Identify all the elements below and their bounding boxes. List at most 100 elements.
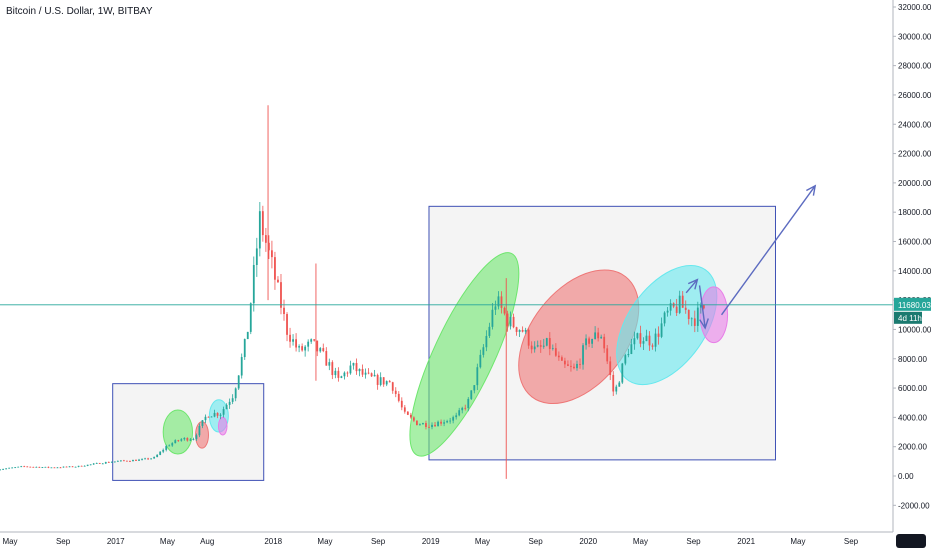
candle-body[interactable]: [123, 460, 125, 462]
candle-body[interactable]: [298, 346, 301, 348]
candle-body[interactable]: [666, 310, 669, 313]
candle-body[interactable]: [135, 459, 137, 461]
ellipse-pink[interactable]: [699, 286, 729, 344]
candle-body[interactable]: [530, 345, 533, 350]
candle-body[interactable]: [171, 443, 174, 446]
candle-body[interactable]: [113, 461, 116, 463]
candle-body[interactable]: [455, 415, 458, 418]
candle-body[interactable]: [521, 330, 524, 332]
candle-body[interactable]: [630, 344, 633, 354]
candle-body[interactable]: [213, 412, 216, 417]
candle-body[interactable]: [379, 377, 382, 385]
time-axis[interactable]: [0, 532, 893, 550]
candle-body[interactable]: [180, 439, 183, 441]
candle-body[interactable]: [603, 336, 606, 349]
trend-arrow[interactable]: [685, 279, 698, 294]
candle-body[interactable]: [174, 440, 177, 444]
candle-body[interactable]: [509, 316, 512, 327]
candle-body[interactable]: [419, 424, 421, 426]
candle-body[interactable]: [506, 313, 509, 327]
candle-body[interactable]: [576, 363, 578, 369]
candle-body[interactable]: [17, 466, 20, 468]
candle-body[interactable]: [243, 339, 246, 358]
candle-body[interactable]: [494, 306, 497, 310]
candle-body[interactable]: [252, 264, 255, 304]
candle-body[interactable]: [147, 458, 149, 460]
candle-body[interactable]: [403, 407, 406, 412]
candle-body[interactable]: [573, 366, 575, 369]
candle-body[interactable]: [204, 416, 207, 421]
candle-body[interactable]: [295, 339, 297, 348]
candle-body[interactable]: [144, 458, 146, 460]
candle-body[interactable]: [71, 466, 74, 468]
candle-body[interactable]: [264, 235, 267, 243]
candle-body[interactable]: [234, 388, 237, 399]
candle-body[interactable]: [210, 416, 213, 418]
candle-body[interactable]: [488, 326, 491, 336]
candle-body[interactable]: [624, 355, 627, 364]
candle-body[interactable]: [240, 357, 243, 376]
candle-body[interactable]: [527, 329, 530, 346]
candle-body[interactable]: [428, 426, 430, 428]
candle-body[interactable]: [409, 414, 412, 418]
candle-body[interactable]: [678, 295, 681, 313]
candle-body[interactable]: [621, 363, 624, 383]
candle-body[interactable]: [292, 339, 294, 342]
candle-body[interactable]: [14, 467, 17, 469]
candle-body[interactable]: [663, 312, 666, 324]
candle-body[interactable]: [228, 401, 231, 405]
candle-body[interactable]: [524, 329, 527, 332]
candle-body[interactable]: [246, 331, 249, 340]
candle-body[interactable]: [189, 439, 192, 441]
candle-body[interactable]: [68, 466, 71, 468]
candle-body[interactable]: [313, 339, 316, 341]
candle-body[interactable]: [373, 374, 376, 377]
candle-body[interactable]: [400, 400, 403, 408]
candle-body[interactable]: [237, 375, 240, 389]
candle-body[interactable]: [8, 467, 11, 469]
candle-body[interactable]: [50, 467, 53, 469]
candle-body[interactable]: [648, 335, 651, 346]
candle-body[interactable]: [497, 296, 500, 307]
candle-body[interactable]: [132, 459, 134, 462]
candle-body[interactable]: [162, 449, 165, 452]
candle-body[interactable]: [388, 381, 391, 383]
candle-body[interactable]: [687, 309, 690, 320]
candle-body[interactable]: [443, 422, 445, 424]
candle-body[interactable]: [349, 365, 352, 374]
candle-body[interactable]: [334, 370, 337, 376]
candle-body[interactable]: [301, 346, 304, 351]
ellipse-red[interactable]: [494, 247, 663, 426]
candle-body[interactable]: [536, 345, 539, 347]
candle-body[interactable]: [500, 296, 503, 308]
candle-body[interactable]: [440, 421, 442, 424]
candle-body[interactable]: [186, 437, 189, 441]
candle-body[interactable]: [101, 463, 104, 465]
candle-body[interactable]: [92, 463, 95, 465]
candle-body[interactable]: [2, 469, 5, 470]
candle-body[interactable]: [319, 348, 322, 352]
candle-body[interactable]: [382, 377, 385, 385]
candle-body[interactable]: [591, 339, 594, 344]
candle-body[interactable]: [249, 303, 252, 332]
candle-body[interactable]: [437, 421, 439, 427]
candle-body[interactable]: [406, 411, 409, 415]
candle-body[interactable]: [681, 295, 684, 308]
candle-body[interactable]: [150, 458, 153, 460]
candle-body[interactable]: [83, 465, 86, 467]
candle-body[interactable]: [201, 420, 204, 426]
candle-body[interactable]: [138, 459, 140, 461]
candle-body[interactable]: [391, 382, 394, 391]
candle-body[interactable]: [0, 469, 1, 471]
candle-body[interactable]: [412, 417, 415, 421]
candle-body[interactable]: [452, 417, 455, 421]
candle-body[interactable]: [669, 303, 672, 311]
candle-body[interactable]: [416, 420, 418, 426]
candle-body[interactable]: [370, 373, 373, 377]
candle-body[interactable]: [168, 445, 171, 447]
candle-body[interactable]: [255, 248, 258, 265]
candle-body[interactable]: [458, 410, 461, 416]
candle-body[interactable]: [464, 407, 467, 409]
candle-body[interactable]: [449, 420, 452, 422]
candle-body[interactable]: [702, 304, 705, 309]
